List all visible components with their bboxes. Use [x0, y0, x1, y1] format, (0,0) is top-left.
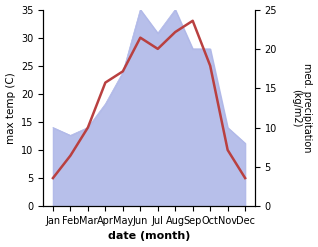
- X-axis label: date (month): date (month): [108, 231, 190, 242]
- Y-axis label: max temp (C): max temp (C): [5, 72, 16, 144]
- Y-axis label: med. precipitation
(kg/m2): med. precipitation (kg/m2): [291, 63, 313, 153]
